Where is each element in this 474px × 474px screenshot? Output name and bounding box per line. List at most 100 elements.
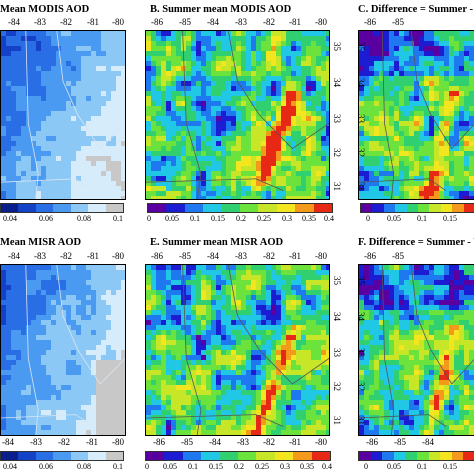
colorbar-swatch (395, 204, 407, 212)
tick: 33 (356, 348, 366, 357)
colorbar-swatch (258, 204, 277, 212)
aod-field (1, 265, 125, 435)
colorbar-swatch (201, 452, 220, 460)
tick: -80 (315, 437, 327, 447)
cbar-label: 0.15 (443, 214, 457, 223)
cbar-label: 0.06 (39, 462, 53, 471)
cbar-label: 0.05 (165, 214, 179, 223)
tick: -80 (315, 251, 327, 261)
tick: 31 (332, 416, 342, 425)
colorbar-swatch (440, 452, 452, 460)
cbar-label: 0 (366, 214, 370, 223)
tick: -85 (179, 251, 191, 261)
tick: -85 (392, 17, 404, 27)
tick: -83 (235, 251, 247, 261)
tick: -84 (207, 251, 219, 261)
colorbar-swatch (451, 452, 464, 460)
cbar-label: 0.04 (3, 214, 17, 223)
cbar-label: 0.3 (280, 462, 290, 471)
colorbar-swatch (53, 452, 71, 460)
colorbar-swatch (452, 204, 464, 212)
cbar-label: 0.4 (324, 214, 334, 223)
cbar-label: 0.1 (113, 462, 123, 471)
colorbar-swatch (256, 452, 275, 460)
panel-c-right-ticks: 35 34 33 32 31 (356, 30, 366, 198)
cbar-label: 0.08 (77, 214, 91, 223)
colorbar-swatch (184, 204, 204, 212)
colorbar-swatch (313, 204, 333, 212)
tick: -81 (289, 437, 301, 447)
colorbar-swatch (105, 204, 123, 212)
panel-f-title: F. Difference = Summer - W (358, 237, 474, 248)
panel-d-title: Mean MISR AOD (0, 237, 82, 248)
tick: 35 (356, 276, 366, 285)
colorbar-swatch (383, 204, 396, 212)
colorbar-swatch (35, 452, 54, 460)
aod-field (146, 265, 329, 435)
tick: -86 (151, 251, 163, 261)
cbar-label: 0.15 (211, 214, 225, 223)
tick: -85 (181, 437, 193, 447)
colorbar-swatch (295, 204, 314, 212)
tick: 31 (356, 416, 366, 425)
tick: -83 (30, 437, 42, 447)
colorbar-swatch (429, 204, 441, 212)
colorbar-swatch (274, 452, 294, 460)
cbar-label: 0.1 (417, 214, 427, 223)
colorbar-swatch (440, 204, 453, 212)
tick: -86 (153, 437, 165, 447)
panel-b-right-ticks: 35 34 33 32 31 (332, 30, 344, 198)
tick: 34 (356, 78, 366, 87)
tick: -84 (8, 17, 20, 27)
tick: -86 (364, 17, 376, 27)
cbar-label: 0 (147, 214, 151, 223)
cbar-label: 0.1 (113, 214, 123, 223)
cbar-label: 0.35 (302, 214, 316, 223)
colorbar-swatch (70, 452, 89, 460)
cbar-label: 0.08 (77, 462, 91, 471)
tick: -84 (2, 437, 14, 447)
colorbar-swatch (463, 204, 474, 212)
colorbar-swatch (146, 452, 165, 460)
panel-e-map (145, 264, 330, 436)
tick: -80 (315, 17, 327, 27)
tick: -83 (237, 437, 249, 447)
colorbar-swatch (35, 204, 54, 212)
panel-b-colorbar (147, 203, 333, 213)
panel-f-right-ticks: 35 34 33 32 31 (356, 264, 366, 434)
tick: 32 (356, 148, 366, 157)
tick: -83 (235, 17, 247, 27)
tick: -80 (112, 437, 124, 447)
cbar-label: 0.05 (387, 214, 401, 223)
colorbar-swatch (361, 204, 373, 212)
cbar-label: 0.05 (387, 462, 401, 471)
colorbar-swatch (53, 204, 71, 212)
colorbar-swatch (221, 204, 241, 212)
aod-field (1, 31, 125, 199)
panel-e-colorbar (145, 451, 331, 461)
colorbar-swatch (1, 452, 19, 460)
tick: 31 (332, 182, 342, 191)
cbar-label: 0 (364, 462, 368, 471)
tick: 35 (332, 42, 342, 51)
tick: 35 (356, 42, 366, 51)
colorbar-swatch (166, 204, 185, 212)
panel-a-map (0, 30, 126, 200)
tick: 32 (332, 382, 342, 391)
tick: 32 (356, 382, 366, 391)
cbar-label: 0.35 (300, 462, 314, 471)
cbar-label: 0.15 (443, 462, 457, 471)
colorbar-swatch (88, 204, 106, 212)
colorbar-swatch (382, 452, 394, 460)
colorbar-swatch (428, 452, 441, 460)
colorbar-swatch (238, 452, 257, 460)
cbar-label: 0.15 (209, 462, 223, 471)
tick: 33 (356, 114, 366, 123)
cbar-label: 0.1 (190, 214, 200, 223)
aod-field (359, 31, 474, 199)
tick: -85 (392, 251, 404, 261)
colorbar-swatch (148, 204, 167, 212)
cbar-label: 0.2 (236, 214, 246, 223)
tick: -82 (60, 17, 72, 27)
tick: -81 (87, 17, 99, 27)
